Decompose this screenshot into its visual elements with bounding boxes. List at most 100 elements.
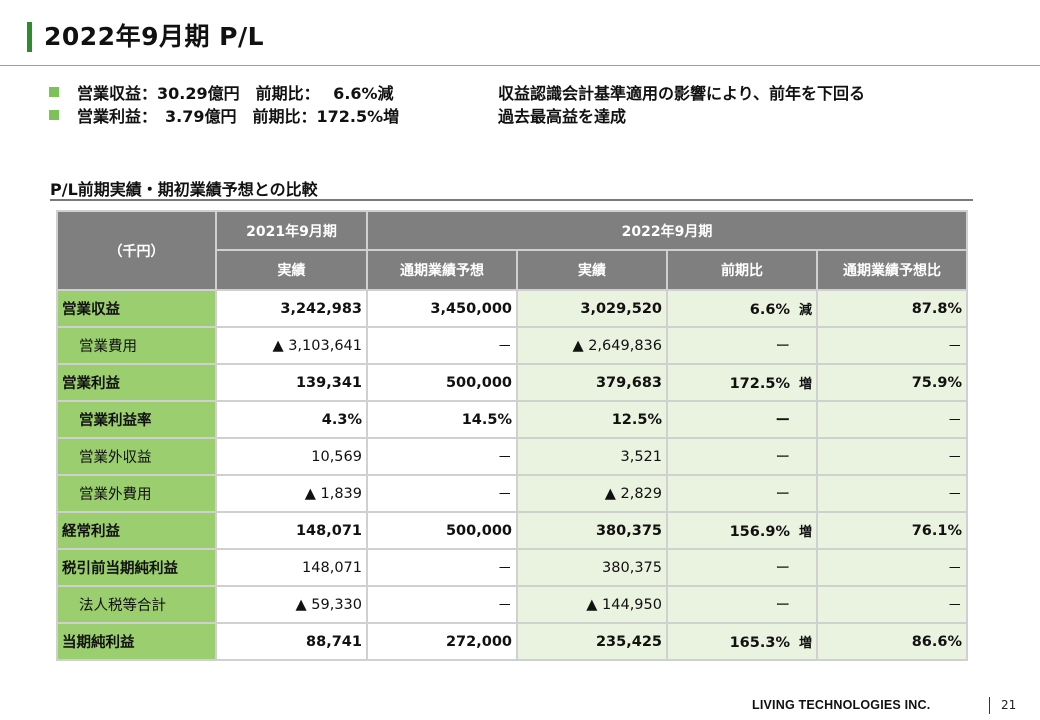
page-title: 2022年9月期 P/L: [44, 22, 265, 51]
cell-forecast: 272,000: [366, 622, 518, 661]
cell-yoy: ー: [666, 474, 818, 513]
table-row: 営業利益率 4.3% 14.5% 12.5% ー －: [56, 400, 968, 439]
cell-curr-actual: 3,029,520: [516, 289, 668, 328]
row-label: 営業利益率: [56, 400, 217, 439]
cell-forecast: －: [366, 326, 518, 365]
cell-vs-forecast: －: [816, 326, 968, 365]
cell-yoy: ー: [666, 400, 818, 439]
header-prev-actual: 実績: [215, 249, 368, 291]
cell-curr-actual: 380,375: [516, 511, 668, 550]
header-curr-actual: 実績: [516, 249, 668, 291]
cell-forecast: －: [366, 474, 518, 513]
row-label: 営業利益: [56, 363, 217, 402]
header-yoy: 前期比: [666, 249, 818, 291]
row-label: 営業費用: [56, 326, 217, 365]
bullet-square-icon: [49, 109, 59, 120]
header-vs-forecast: 通期業績予想比: [816, 249, 968, 291]
title-divider: [0, 65, 1040, 66]
cell-forecast: 14.5%: [366, 400, 518, 439]
yoy-direction: 減: [798, 303, 812, 318]
yoy-value: ー: [775, 487, 791, 503]
cell-vs-forecast: －: [816, 400, 968, 439]
yoy-value: ー: [775, 413, 791, 429]
yoy-value: ー: [775, 450, 791, 466]
section-divider: [50, 199, 973, 201]
yoy-value: ー: [775, 598, 791, 614]
cell-prev-actual: 3,242,983: [215, 289, 368, 328]
cell-forecast: －: [366, 548, 518, 587]
cell-vs-forecast: －: [816, 437, 968, 476]
cell-prev-actual: 139,341: [215, 363, 368, 402]
cell-forecast: －: [366, 585, 518, 624]
cell-vs-forecast: －: [816, 585, 968, 624]
cell-vs-forecast: －: [816, 548, 968, 587]
cell-vs-forecast: 87.8%: [816, 289, 968, 328]
cell-curr-actual: ▲ 2,649,836: [516, 326, 668, 365]
table-row: 営業費用 ▲ 3,103,641 － ▲ 2,649,836 ー －: [56, 326, 968, 365]
yoy-value: ー: [775, 339, 791, 355]
row-label: 営業外収益: [56, 437, 217, 476]
table-row: 税引前当期純利益 148,071 － 380,375 ー －: [56, 548, 968, 587]
table-row: 営業外費用 ▲ 1,839 － ▲ 2,829 ー －: [56, 474, 968, 513]
cell-yoy: ー: [666, 326, 818, 365]
yoy-direction: 増: [798, 525, 812, 540]
header-fy2021: 2021年9月期: [215, 210, 368, 251]
cell-curr-actual: ▲ 2,829: [516, 474, 668, 513]
cell-yoy: 156.9% 増: [666, 511, 818, 550]
row-label: 営業外費用: [56, 474, 217, 513]
table-row: 当期純利益 88,741 272,000 235,425 165.3% 増 86.…: [56, 622, 968, 661]
page-number: 21: [1001, 698, 1017, 712]
footer-divider: [989, 697, 990, 714]
yoy-value: 6.6%: [749, 302, 790, 318]
row-label: 法人税等合計: [56, 585, 217, 624]
cell-forecast: －: [366, 437, 518, 476]
row-label: 税引前当期純利益: [56, 548, 217, 587]
cell-prev-actual: ▲ 59,330: [215, 585, 368, 624]
yoy-value: 165.3%: [729, 635, 790, 651]
cell-yoy: 165.3% 増: [666, 622, 818, 661]
table-row: 法人税等合計 ▲ 59,330 － ▲ 144,950 ー －: [56, 585, 968, 624]
yoy-direction: 増: [798, 377, 812, 392]
unit-header: （千円）: [56, 210, 217, 291]
summary-bullet: 営業収益：30.29億円 前期比： 6.6%減 収益認識会計基準適用の影響により…: [49, 80, 865, 103]
bullet-square-icon: [49, 86, 59, 97]
cell-prev-actual: 10,569: [215, 437, 368, 476]
cell-yoy: 6.6% 減: [666, 289, 818, 328]
cell-curr-actual: 379,683: [516, 363, 668, 402]
cell-vs-forecast: －: [816, 474, 968, 513]
cell-forecast: 3,450,000: [366, 289, 518, 328]
cell-curr-actual: 12.5%: [516, 400, 668, 439]
cell-prev-actual: 148,071: [215, 548, 368, 587]
pl-comparison-table: （千円） 2021年9月期 2022年9月期 実績 通期業績予想 実績 前期比 …: [56, 210, 968, 661]
cell-vs-forecast: 76.1%: [816, 511, 968, 550]
bullet-text: 営業利益： 3.79億円 前期比：172.5%増: [77, 106, 400, 126]
cell-prev-actual: ▲ 1,839: [215, 474, 368, 513]
cell-prev-actual: ▲ 3,103,641: [215, 326, 368, 365]
cell-curr-actual: ▲ 144,950: [516, 585, 668, 624]
bullet-text: 営業収益：30.29億円 前期比： 6.6%減: [77, 83, 394, 103]
table-row: 経常利益 148,071 500,000 380,375 156.9% 増 76.…: [56, 511, 968, 550]
cell-forecast: 500,000: [366, 363, 518, 402]
bullet-note: 過去最高益を達成: [498, 106, 627, 126]
yoy-value: 156.9%: [729, 524, 790, 540]
header-fy2022: 2022年9月期: [366, 210, 968, 251]
header-forecast: 通期業績予想: [366, 249, 518, 291]
table-row: 営業利益 139,341 500,000 379,683 172.5% 増 75.…: [56, 363, 968, 402]
row-label: 経常利益: [56, 511, 217, 550]
cell-prev-actual: 88,741: [215, 622, 368, 661]
row-label: 当期純利益: [56, 622, 217, 661]
cell-prev-actual: 148,071: [215, 511, 368, 550]
cell-yoy: ー: [666, 437, 818, 476]
cell-forecast: 500,000: [366, 511, 518, 550]
title-accent-bar: [27, 22, 32, 52]
cell-yoy: ー: [666, 548, 818, 587]
table-row: 営業収益 3,242,983 3,450,000 3,029,520 6.6% 減…: [56, 289, 968, 328]
cell-yoy: 172.5% 増: [666, 363, 818, 402]
cell-curr-actual: 380,375: [516, 548, 668, 587]
cell-yoy: ー: [666, 585, 818, 624]
yoy-direction: 増: [798, 636, 812, 651]
yoy-value: ー: [775, 561, 791, 577]
cell-vs-forecast: 75.9%: [816, 363, 968, 402]
bullet-note: 収益認識会計基準適用の影響により、前年を下回る: [498, 83, 866, 103]
yoy-value: 172.5%: [729, 376, 790, 392]
